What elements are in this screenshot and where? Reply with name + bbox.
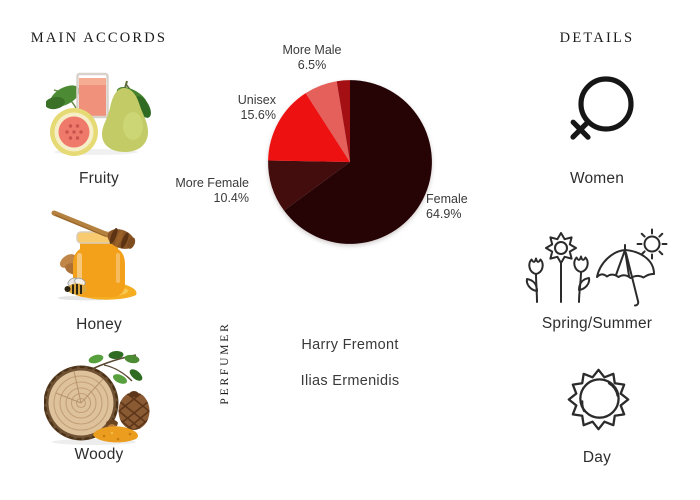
perfumer-name-1: Harry Fremont <box>301 337 399 353</box>
pie-slice-female <box>284 80 432 244</box>
accord-label-fruity: Fruity <box>79 170 119 187</box>
pie-callout-more-female: More Female 10.4% <box>146 176 249 206</box>
main-accords-heading: MAIN ACCORDS <box>30 30 168 46</box>
accord-label-woody: Woody <box>74 446 124 463</box>
perfumer-heading: PERFUMER <box>219 321 231 405</box>
honey-accord-image <box>51 210 137 301</box>
pie-callout-label: Unisex <box>237 93 276 107</box>
pie-slice-unisex <box>268 93 350 162</box>
flowers-umbrella-sun-icon <box>525 228 668 307</box>
fruity-accord-image <box>46 72 151 156</box>
accord-label-honey: Honey <box>76 316 122 333</box>
perfumer-name-2: Ilias Ermenidis <box>300 373 400 389</box>
pie-callout-value: 10.4% <box>213 191 249 205</box>
detail-label-day: Day <box>582 449 612 466</box>
pie-callout-value: 64.9% <box>426 207 462 221</box>
sun-icon <box>567 368 630 431</box>
pie-callout-label: More Female <box>175 176 249 190</box>
pie-callout-more-male: More Male 6.5% <box>260 43 364 73</box>
woody-accord-image <box>44 350 150 445</box>
details-heading: DETAILS <box>559 30 635 46</box>
pie-callout-unisex: Unisex 15.6% <box>186 93 276 123</box>
pie-callout-label: Female <box>426 192 468 206</box>
pie-callout-label: More Male <box>282 43 342 57</box>
female-symbol-icon <box>570 76 634 140</box>
detail-label-spring-summer: Spring/Summer <box>541 315 653 332</box>
pie-slice-unlabeled <box>336 80 350 162</box>
pie-slice-more-male <box>305 81 350 162</box>
detail-label-women: Women <box>569 170 625 187</box>
pie-callout-value: 15.6% <box>240 108 276 122</box>
pie-slice-more-female <box>268 160 350 211</box>
pie-callout-female: Female 64.9% <box>426 192 506 222</box>
pie-callout-value: 6.5% <box>297 58 327 72</box>
gender-pie-chart <box>268 80 432 244</box>
